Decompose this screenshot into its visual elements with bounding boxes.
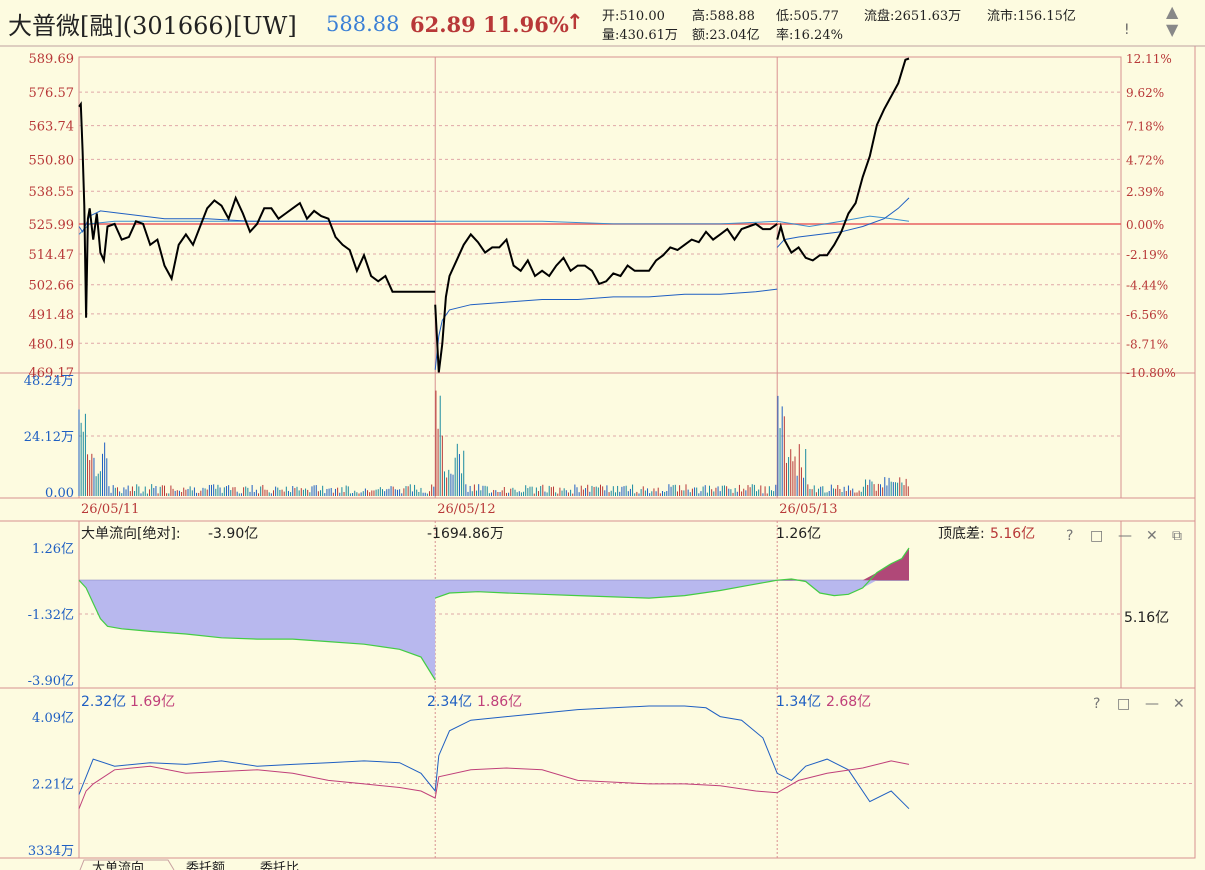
pct-tick-label: -6.56% <box>1126 308 1168 322</box>
volume-tick-label: 48.24万 <box>24 374 74 389</box>
date-label: 26/05/11 <box>81 502 139 517</box>
sell-amount-line <box>78 760 910 809</box>
popout-icon[interactable]: ⧉ <box>1172 528 1182 544</box>
flow-negative-area <box>79 580 909 680</box>
flow-diff-value: 5.16亿 <box>990 526 1035 542</box>
amount-day2-purple: 1.86亿 <box>477 694 522 710</box>
amount-day3-blue: 1.34亿 <box>776 694 821 710</box>
minimize-icon[interactable]: — <box>1145 696 1159 712</box>
buy-amount-line <box>78 705 910 810</box>
flow-positive-area <box>79 548 909 581</box>
maximize-icon[interactable]: □ <box>1090 528 1103 544</box>
pct-tick-label: 4.72% <box>1126 153 1164 167</box>
amount-day2-blue: 2.34亿 <box>427 694 472 710</box>
price-tick-label: 514.47 <box>29 248 75 263</box>
pct-tick-label: -2.19% <box>1126 248 1168 262</box>
price-tick-label: 538.55 <box>29 185 75 200</box>
help-icon[interactable]: ? <box>1066 528 1073 544</box>
price-change: 62.89 11.96% <box>410 12 569 37</box>
tab-order-ratio[interactable]: 委托比 <box>260 861 299 870</box>
pct-tick-label: 7.18% <box>1126 120 1164 134</box>
volume-tick-label: 0.00 <box>45 486 74 501</box>
tab-order-amount[interactable]: 委托额 <box>186 861 225 870</box>
pct-tick-label: -4.44% <box>1126 279 1168 293</box>
price-tick-label: 502.66 <box>29 279 75 294</box>
flow-tick-label: -3.90亿 <box>28 674 74 689</box>
close-icon[interactable]: ✕ <box>1146 528 1158 544</box>
flow-value-day3: 1.26亿 <box>776 526 821 542</box>
pct-tick-label: 9.62% <box>1126 86 1164 100</box>
up-arrow-icon: ↑ <box>566 10 584 34</box>
stat-turnover: 率:16.24% <box>776 28 843 43</box>
stat-high: 高:588.88 <box>692 9 755 24</box>
price-tick-label: 589.69 <box>29 52 75 67</box>
collapse-up-icon[interactable]: ▲ <box>1166 2 1179 21</box>
flow-label: 大单流向[绝对]: <box>81 526 181 542</box>
flow-diff-label: 顶底差: <box>938 526 985 542</box>
price-tick-label: 469.17 <box>29 366 75 381</box>
current-price: 588.88 <box>326 12 400 36</box>
pct-tick-label: 2.39% <box>1126 185 1164 199</box>
stat-amount: 额:23.04亿 <box>692 28 760 43</box>
amount-day1-purple: 1.69亿 <box>130 694 175 710</box>
tab-large-flow[interactable]: 大单流向 <box>92 860 144 870</box>
close-icon[interactable]: ✕ <box>1173 696 1185 712</box>
stat-float-shares: 流盘:2651.63万 <box>864 9 962 24</box>
stat-open: 开:510.00 <box>602 9 665 24</box>
price-tick-label: 480.19 <box>29 337 75 352</box>
price-tick-label: 576.57 <box>29 86 75 101</box>
pct-tick-label: 0.00% <box>1126 218 1164 232</box>
price-tick-label: 550.80 <box>29 153 75 168</box>
minimize-icon[interactable]: — <box>1118 528 1132 544</box>
date-label: 26/05/13 <box>779 502 837 517</box>
stat-float-value: 流市:156.15亿 <box>987 9 1076 24</box>
amount-day3-purple: 2.68亿 <box>826 694 871 710</box>
help-icon[interactable]: ? <box>1093 696 1100 712</box>
price-tick-label: 491.48 <box>29 308 75 323</box>
price-tick-label: 563.74 <box>29 120 75 135</box>
flow-line <box>78 547 910 681</box>
stat-volume: 量:430.61万 <box>602 28 678 43</box>
flow-value-day1: -3.90亿 <box>208 526 258 542</box>
date-label: 26/05/12 <box>437 502 495 517</box>
volume-bars <box>78 390 909 496</box>
pct-tick-label: -8.71% <box>1126 337 1168 351</box>
amount-tick-label: 4.09亿 <box>32 711 74 726</box>
header-bar: 大普微[融](301666)[UW] 588.88 62.89 11.96% ↑… <box>0 0 1205 46</box>
expand-down-icon[interactable]: ▼ <box>1166 20 1179 39</box>
tab-frame <box>79 859 175 870</box>
index-line <box>78 215 910 235</box>
amount-tick-label: 3334万 <box>28 844 74 859</box>
maximize-icon[interactable]: □ <box>1117 696 1130 712</box>
amount-day1-blue: 2.32亿 <box>81 694 126 710</box>
flow-tick-label: 1.26亿 <box>32 542 74 557</box>
pct-tick-label: -10.80% <box>1126 366 1176 380</box>
flow-right-value: 5.16亿 <box>1124 610 1169 626</box>
alert-icon[interactable]: ! <box>1124 22 1130 38</box>
volume-tick-label: 24.12万 <box>24 430 74 445</box>
amount-frame <box>78 687 1196 859</box>
stock-title: 大普微[融](301666)[UW] <box>8 12 297 40</box>
flow-tick-label: -1.32亿 <box>28 608 74 623</box>
stat-low: 低:505.77 <box>776 9 839 24</box>
amount-tick-label: 2.21亿 <box>32 778 74 793</box>
price-line <box>78 57 910 373</box>
price-tick-label: 525.99 <box>29 218 75 233</box>
main-frame <box>78 56 1122 499</box>
flow-value-day2: -1694.86万 <box>427 526 504 542</box>
pct-tick-label: 12.11% <box>1126 52 1172 66</box>
